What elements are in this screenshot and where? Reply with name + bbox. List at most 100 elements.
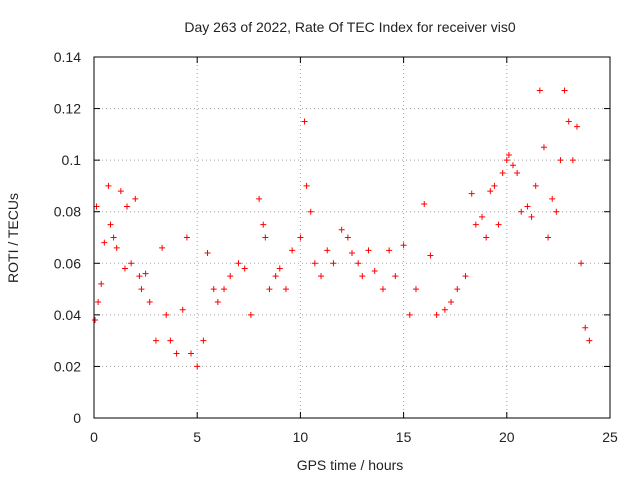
data-point bbox=[159, 244, 166, 251]
y-tick-label: 0.1 bbox=[62, 152, 82, 168]
data-point bbox=[505, 151, 512, 158]
y-axis-label: ROTI / TECUs bbox=[5, 193, 21, 283]
data-point bbox=[276, 265, 283, 272]
data-point bbox=[338, 226, 345, 233]
x-tick-label: 0 bbox=[90, 429, 98, 445]
data-point bbox=[532, 182, 539, 189]
data-point bbox=[98, 280, 105, 287]
data-point bbox=[495, 221, 502, 228]
data-point bbox=[412, 286, 419, 293]
data-point bbox=[289, 247, 296, 254]
data-point bbox=[183, 234, 190, 241]
data-point bbox=[349, 249, 355, 256]
data-point bbox=[433, 311, 440, 318]
y-tick-label: 0.12 bbox=[54, 101, 81, 117]
data-point bbox=[221, 286, 228, 293]
data-point bbox=[260, 221, 267, 228]
y-tick-label: 0.08 bbox=[54, 204, 81, 220]
data-point bbox=[462, 273, 469, 280]
data-point bbox=[479, 213, 486, 220]
data-point bbox=[371, 268, 378, 275]
data-point bbox=[110, 234, 117, 241]
grid bbox=[94, 57, 610, 418]
data-point bbox=[301, 118, 308, 125]
data-point bbox=[132, 195, 139, 202]
data-point bbox=[318, 273, 325, 280]
data-point bbox=[210, 286, 217, 293]
x-axis-ticks: 0 5 10 15 20 25 bbox=[90, 57, 618, 445]
data-point bbox=[472, 221, 479, 228]
data-point bbox=[483, 234, 490, 241]
data-point bbox=[136, 273, 143, 280]
data-point bbox=[146, 298, 153, 305]
data-point bbox=[578, 260, 585, 267]
data-point bbox=[441, 306, 448, 313]
data-point bbox=[303, 182, 310, 189]
data-point bbox=[540, 144, 547, 151]
data-point bbox=[173, 350, 180, 357]
data-point bbox=[95, 298, 102, 305]
data-point bbox=[518, 208, 525, 215]
data-point bbox=[117, 188, 124, 195]
data-point bbox=[330, 260, 337, 267]
data-point bbox=[365, 247, 372, 254]
data-point bbox=[582, 324, 589, 331]
data-point bbox=[491, 182, 498, 189]
y-tick-label: 0.06 bbox=[54, 255, 81, 271]
data-point bbox=[163, 311, 170, 318]
data-point bbox=[344, 234, 351, 241]
chart-title: Day 263 of 2022, Rate Of TEC Index for r… bbox=[184, 19, 515, 35]
data-point bbox=[536, 87, 543, 94]
data-point bbox=[454, 286, 461, 293]
data-point bbox=[553, 208, 560, 215]
data-point bbox=[573, 123, 580, 130]
y-axis-ticks: 0 0.02 0.04 0.06 0.08 0.1 0.12 0.14 bbox=[54, 49, 610, 426]
data-point bbox=[124, 203, 131, 210]
data-point bbox=[561, 87, 568, 94]
data-point bbox=[138, 286, 145, 293]
x-tick-label: 15 bbox=[396, 429, 412, 445]
data-point bbox=[468, 190, 475, 197]
data-point bbox=[121, 265, 128, 272]
data-point bbox=[421, 200, 428, 207]
x-tick-label: 10 bbox=[293, 429, 309, 445]
data-point bbox=[266, 286, 273, 293]
data-point bbox=[167, 337, 174, 344]
data-point bbox=[113, 244, 120, 251]
data-point bbox=[359, 273, 366, 280]
x-axis-label: GPS time / hours bbox=[297, 457, 404, 473]
data-point bbox=[194, 363, 201, 370]
data-point bbox=[256, 195, 263, 202]
data-point bbox=[311, 260, 318, 267]
data-point bbox=[107, 221, 114, 228]
data-point bbox=[355, 260, 362, 267]
data-point bbox=[406, 311, 413, 318]
data-point bbox=[509, 162, 516, 169]
data-point bbox=[448, 298, 455, 305]
data-point bbox=[101, 239, 108, 246]
data-point bbox=[586, 337, 593, 344]
data-point bbox=[569, 157, 576, 164]
plot-frame bbox=[93, 56, 611, 419]
data-point bbox=[386, 247, 393, 254]
data-point bbox=[241, 265, 248, 272]
data-point bbox=[227, 273, 234, 280]
data-point bbox=[92, 317, 99, 324]
data-point bbox=[128, 260, 135, 267]
x-tick-label: 20 bbox=[499, 429, 515, 445]
data-point bbox=[282, 286, 289, 293]
data-point bbox=[487, 188, 494, 195]
data-point bbox=[105, 182, 112, 189]
data-point bbox=[272, 273, 279, 280]
data-point bbox=[142, 270, 149, 277]
y-tick-label: 0 bbox=[73, 410, 81, 426]
y-tick-label: 0.14 bbox=[54, 49, 81, 65]
data-point bbox=[204, 249, 211, 256]
data-point bbox=[262, 234, 269, 241]
data-point bbox=[392, 273, 399, 280]
data-point bbox=[400, 242, 407, 249]
data-points bbox=[92, 87, 593, 370]
data-point bbox=[427, 252, 434, 259]
y-tick-label: 0.04 bbox=[54, 307, 81, 323]
